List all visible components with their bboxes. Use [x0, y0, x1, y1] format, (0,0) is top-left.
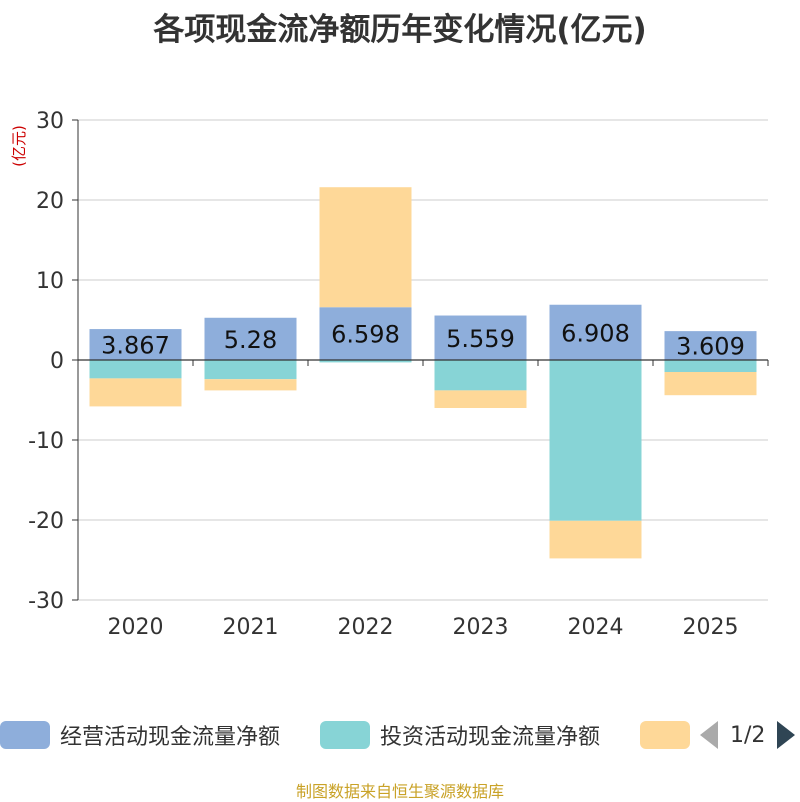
bar-2022-series-2	[319, 187, 412, 308]
data-label-2020: 3.867	[101, 332, 170, 360]
x-tick-label: 2025	[683, 615, 739, 640]
chart-title: 各项现金流净额历年变化情况(亿元)	[153, 12, 647, 48]
legend-page-indicator: 1/2	[730, 722, 766, 748]
y-tick-label: 30	[36, 109, 64, 134]
legend-label-operating: 经营活动现金流量净额	[60, 725, 281, 750]
bar-2023-series-2	[434, 390, 527, 408]
bar-2025-series-2	[664, 372, 757, 396]
y-tick-label: -10	[28, 429, 64, 454]
legend-item-investing[interactable]: 投资活动现金流量净额	[320, 718, 600, 752]
y-tick-label: -20	[28, 509, 64, 534]
x-tick-label: 2024	[568, 615, 624, 640]
x-tick-label: 2022	[338, 615, 394, 640]
legend-next-icon[interactable]	[777, 721, 796, 749]
data-label-2024: 6.908	[561, 319, 630, 347]
legend-swatch-investing	[320, 721, 370, 749]
legend: 经营活动现金流量净额 投资活动现金流量净额 1/2	[0, 718, 800, 752]
legend-swatch-financing	[640, 721, 690, 749]
bar-2023-series-0	[434, 315, 527, 360]
legend-pager: 1/2	[700, 718, 796, 752]
y-axis-label: (亿元)	[10, 125, 28, 167]
bar-2023-series-1	[434, 360, 527, 391]
bar-2022-series-0	[319, 307, 412, 360]
x-tick-label: 2021	[223, 615, 279, 640]
y-tick-label: 0	[50, 349, 64, 374]
data-label-2022: 6.598	[331, 321, 400, 349]
data-label-2025: 3.609	[676, 333, 745, 361]
legend-prev-icon[interactable]	[700, 721, 718, 749]
bar-2020-series-0	[89, 329, 182, 360]
bar-2021-series-1	[204, 360, 297, 380]
axes: 30 20 10 0 -10 -20 -30 (亿元) 2020 2021 2022 2023 2024…	[10, 109, 769, 640]
y-tick-label: 10	[36, 269, 64, 294]
bar-2025-series-0	[664, 331, 757, 360]
source-note: 制图数据来自恒生聚源数据库	[295, 782, 504, 801]
y-tick-label: 20	[36, 189, 64, 214]
legend-item-operating[interactable]: 经营活动现金流量净额	[0, 718, 280, 752]
x-tick-label: 2020	[108, 615, 164, 640]
bar-2022-series-1	[319, 360, 412, 363]
legend-label-investing: 投资活动现金流量净额	[380, 725, 601, 750]
data-label-2021: 5.28	[224, 326, 277, 354]
bar-2025-series-1	[664, 360, 757, 372]
legend-item-financing[interactable]	[640, 718, 700, 752]
bars	[89, 187, 757, 559]
data-label-2023: 5.559	[446, 325, 515, 353]
bar-2024-series-1	[549, 360, 642, 521]
legend-swatch-operating	[0, 721, 50, 749]
bar-2021-series-0	[204, 317, 297, 360]
y-tick-label: -30	[28, 589, 64, 614]
bar-2021-series-2	[204, 379, 297, 391]
bar-2020-series-1	[89, 360, 182, 379]
data-labels: 3.867 5.28 6.598 5.559 6.908 3.609	[101, 319, 745, 360]
bar-2024-series-0	[549, 304, 642, 360]
x-tick-label: 2023	[453, 615, 509, 640]
bar-2020-series-2	[89, 378, 182, 407]
bar-2024-series-2	[549, 520, 642, 559]
